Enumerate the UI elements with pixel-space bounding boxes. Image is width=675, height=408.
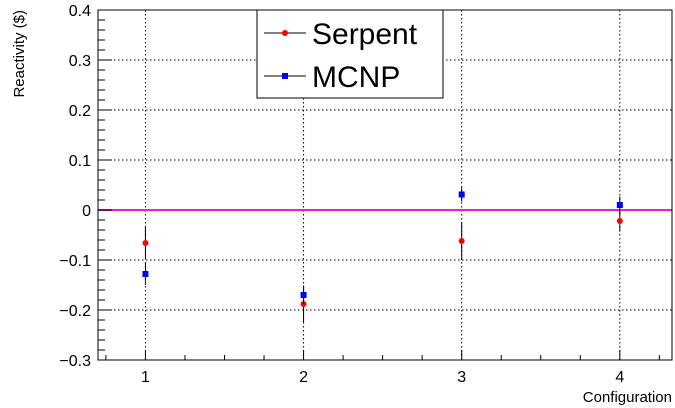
x-axis-title: Configuration <box>583 389 672 406</box>
legend-label-mcnp: MCNP <box>312 61 400 94</box>
y-tick-label: −0.3 <box>59 353 91 370</box>
y-axis-title: Reactivity ($) <box>11 10 28 98</box>
y-tick-label: 0.2 <box>69 103 91 120</box>
axis-ticks: 1 2 3 4 −0.3 −0.2 −0.1 0 0.1 0.2 0.3 0.4 <box>59 3 660 386</box>
mcnp-point <box>458 191 465 198</box>
y-tick-label: −0.2 <box>59 303 91 320</box>
x-tick-label: 4 <box>615 369 624 386</box>
y-tick-label: 0.3 <box>69 53 91 70</box>
legend-marker-mcnp <box>282 73 288 79</box>
legend-label-serpent: Serpent <box>312 18 418 51</box>
x-tick-label: 1 <box>141 369 150 386</box>
x-tick-label: 2 <box>299 369 308 386</box>
legend-marker-serpent <box>282 30 288 36</box>
mcnp-point <box>142 271 149 277</box>
legend-box <box>256 9 444 99</box>
x-tick-label: 3 <box>457 369 466 386</box>
y-tick-label: −0.1 <box>59 253 91 270</box>
y-tick-label: 0.1 <box>69 153 91 170</box>
serpent-point <box>142 240 149 246</box>
y-tick-label: 0.4 <box>69 3 91 20</box>
mcnp-point <box>300 292 307 298</box>
data-points <box>142 187 623 323</box>
legend: Serpent MCNP <box>256 9 444 99</box>
mcnp-point <box>616 202 623 208</box>
serpent-point <box>458 238 465 244</box>
y-tick-label: 0 <box>82 203 91 220</box>
serpent-point <box>616 218 623 224</box>
